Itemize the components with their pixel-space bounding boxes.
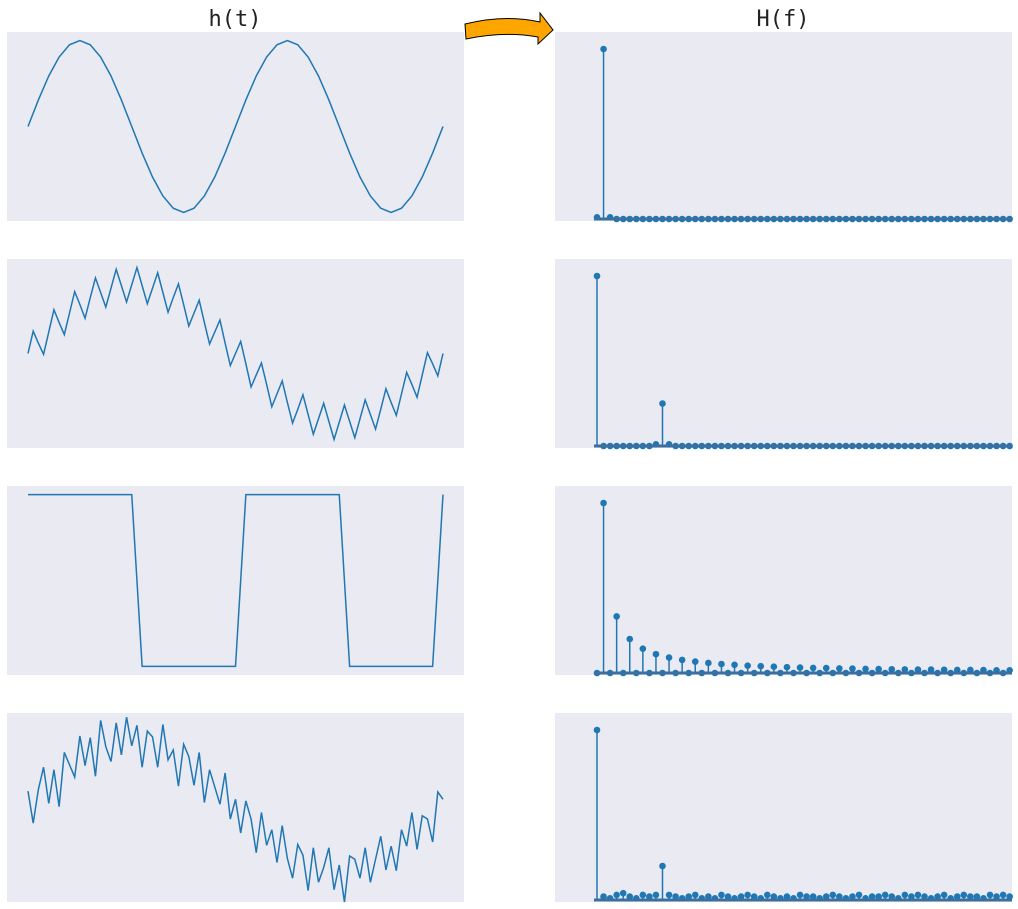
stem-marker bbox=[724, 893, 732, 900]
stem-marker bbox=[646, 893, 653, 900]
stem-marker bbox=[626, 635, 634, 643]
stem-marker bbox=[993, 893, 1000, 900]
stem-marker bbox=[803, 893, 810, 900]
stem-marker bbox=[829, 891, 837, 899]
stem-marker bbox=[809, 664, 817, 672]
stem-marker bbox=[921, 893, 928, 900]
stem-marker bbox=[691, 658, 699, 665]
stem-marker bbox=[875, 665, 882, 673]
stem-marker bbox=[600, 45, 607, 53]
stem-marker bbox=[639, 891, 647, 899]
stem-marker bbox=[999, 891, 1007, 899]
stem-marker bbox=[665, 654, 673, 661]
stem-marker bbox=[665, 891, 673, 899]
stem-marker bbox=[888, 893, 896, 900]
panel-background bbox=[7, 713, 464, 902]
stem-marker bbox=[600, 893, 607, 900]
stem-marker bbox=[705, 659, 712, 667]
stem-marker bbox=[593, 272, 601, 280]
stem-marker bbox=[940, 666, 948, 674]
left-title: h(t) bbox=[209, 7, 262, 32]
stem-marker bbox=[908, 893, 915, 900]
stem-marker bbox=[796, 891, 804, 899]
stem-marker bbox=[953, 893, 961, 900]
signal-line bbox=[27, 39, 444, 214]
stem-marker bbox=[731, 661, 738, 669]
stem-marker bbox=[914, 891, 922, 899]
stem-marker bbox=[901, 891, 909, 899]
stem-marker bbox=[783, 663, 791, 671]
stem-marker bbox=[881, 891, 889, 899]
stem-marker bbox=[718, 891, 725, 899]
stem-marker bbox=[836, 893, 843, 900]
stem-marker bbox=[652, 891, 660, 899]
right-title: H(f) bbox=[757, 7, 810, 32]
stem-marker bbox=[705, 893, 712, 900]
stem-marker bbox=[960, 891, 968, 899]
stem-marker bbox=[901, 666, 909, 673]
stem-marker bbox=[613, 891, 620, 899]
stem-marker bbox=[659, 862, 666, 870]
stem-marker bbox=[855, 891, 863, 899]
stem-marker bbox=[783, 893, 791, 900]
stem-marker bbox=[836, 665, 843, 672]
stem-marker bbox=[822, 664, 830, 672]
stem-marker bbox=[927, 666, 935, 673]
stem-marker bbox=[849, 665, 856, 672]
stem-marker bbox=[822, 893, 830, 900]
signal-line bbox=[27, 716, 444, 903]
stem-marker bbox=[875, 893, 882, 900]
panel-background bbox=[7, 486, 464, 675]
transform-arrow bbox=[464, 11, 554, 46]
stem-marker bbox=[593, 726, 601, 734]
stem-marker bbox=[744, 891, 751, 899]
stem-marker bbox=[744, 662, 751, 669]
stem-marker bbox=[888, 665, 896, 673]
stem-marker bbox=[986, 891, 994, 899]
stem-marker bbox=[770, 893, 778, 900]
panel-background bbox=[555, 259, 1012, 448]
stem-marker bbox=[1006, 893, 1013, 900]
stem-marker bbox=[639, 645, 647, 652]
stem-marker bbox=[809, 893, 817, 900]
stem-marker bbox=[600, 499, 607, 507]
stem-marker bbox=[685, 893, 692, 900]
stem-marker bbox=[796, 664, 804, 671]
stem-marker bbox=[862, 665, 869, 673]
stem-marker bbox=[691, 891, 699, 899]
stem-marker bbox=[914, 666, 922, 673]
stem-marker bbox=[868, 893, 876, 900]
stem-marker bbox=[770, 663, 778, 671]
signal-line bbox=[27, 264, 444, 443]
stem-marker bbox=[967, 893, 974, 900]
panel-background bbox=[555, 32, 1012, 221]
panel-background bbox=[555, 713, 1012, 902]
stem-marker bbox=[659, 400, 666, 407]
stem-marker bbox=[750, 893, 758, 900]
stem-marker bbox=[737, 893, 745, 900]
stem-marker bbox=[626, 893, 634, 900]
stem-marker bbox=[764, 891, 771, 899]
stem-marker bbox=[940, 891, 948, 899]
stem-marker bbox=[973, 893, 981, 900]
stem-marker bbox=[757, 662, 765, 670]
stem-marker bbox=[613, 613, 620, 620]
stem-marker bbox=[652, 650, 660, 658]
stem-marker bbox=[934, 893, 941, 900]
signal-line bbox=[28, 493, 444, 668]
stem-marker bbox=[672, 893, 679, 900]
stem-marker bbox=[619, 889, 627, 897]
panel-background bbox=[555, 486, 1012, 675]
stem-marker bbox=[718, 660, 725, 668]
stem-marker bbox=[849, 893, 856, 900]
stem-marker bbox=[678, 656, 686, 664]
